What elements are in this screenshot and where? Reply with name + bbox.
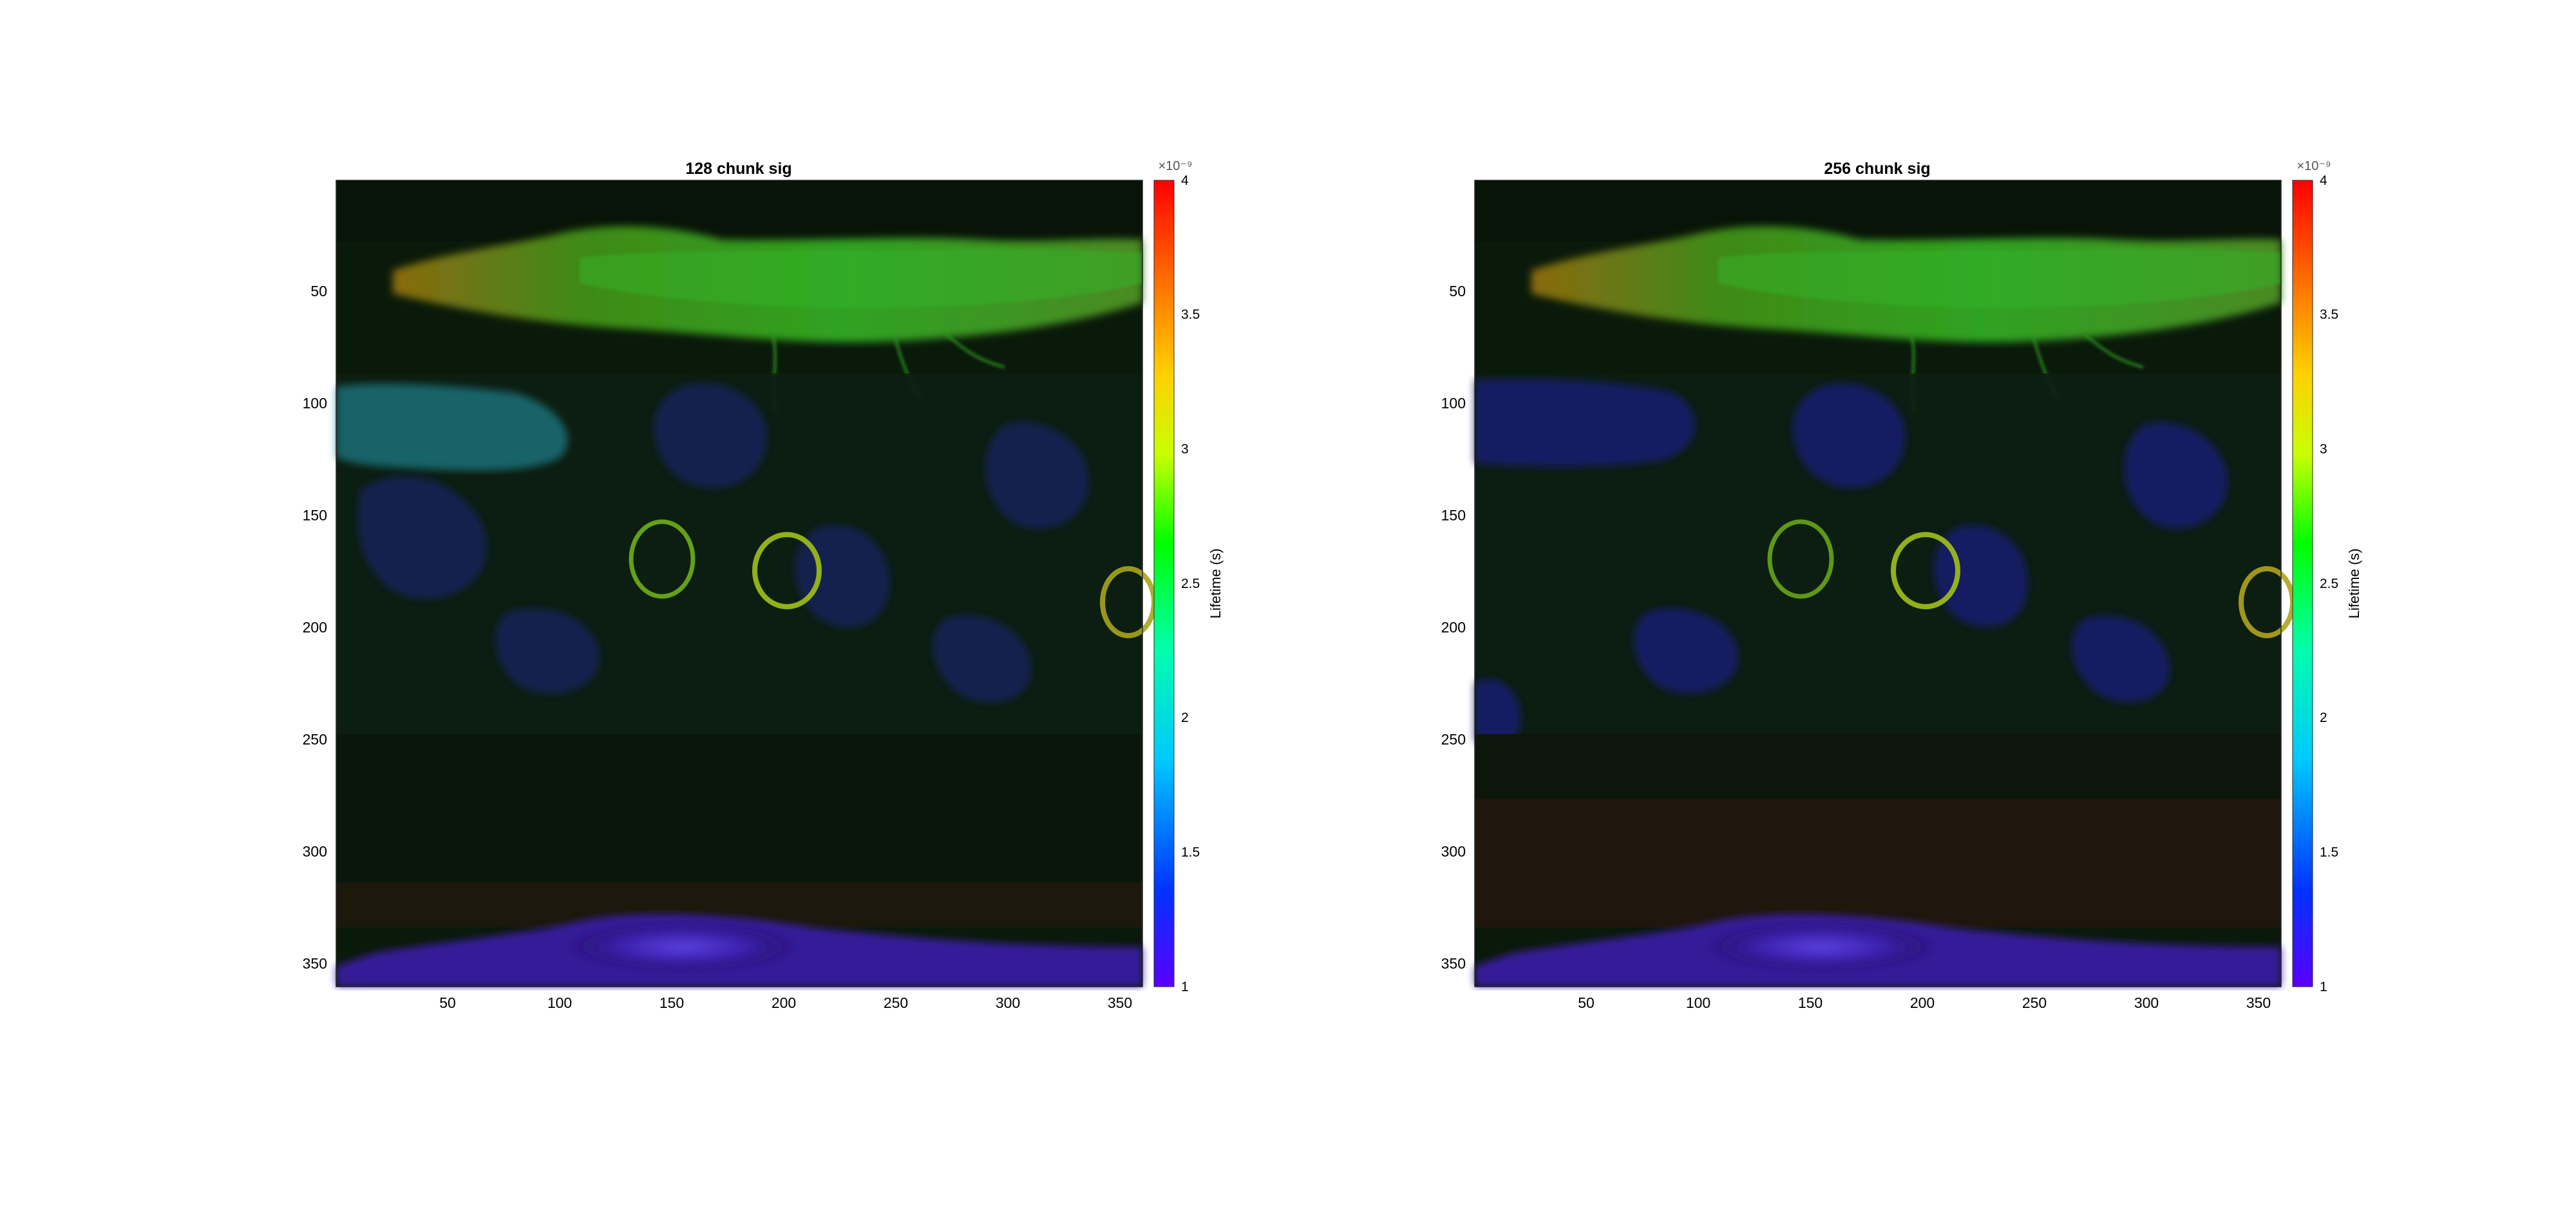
panel-2-purple-core [1705, 922, 1937, 971]
panel-1-title: 128 chunk sig [685, 160, 791, 178]
panel-2-x-tick-50: 50 [1578, 994, 1595, 1011]
panel-1-cell-ring-a [629, 519, 696, 599]
panel-1-x-tick-150: 150 [659, 994, 684, 1011]
panel-2-y-tick-250: 250 [1441, 731, 1466, 748]
panel-1-y-tick-100: 100 [303, 395, 327, 412]
panel-1-muscle-band-core [580, 249, 1142, 308]
panel-1-colorbar-exponent: ×10⁻⁹ [1158, 159, 1192, 173]
panel-2-colorbar-exponent: ×10⁻⁹ [2297, 159, 2331, 173]
panel-2-y-tick-100: 100 [1441, 395, 1466, 412]
panel-2-colorbar-tick-2.5: 2.5 [2320, 576, 2338, 591]
panel-1-colorbar-tick-2: 2 [1181, 710, 1189, 725]
panel-2-y-axis: 50 100 150 200 250 300 350 [1441, 283, 1466, 972]
panel-1-x-tick-350: 350 [1108, 994, 1132, 1011]
panel-2-tissue-blobs [1475, 379, 2228, 746]
panel-1-x-tick-300: 300 [996, 994, 1020, 1011]
panel-2-y-tick-300: 300 [1441, 843, 1466, 860]
panel-2-cell-ring-a [1767, 519, 1834, 599]
panel-2-x-tick-100: 100 [1686, 994, 1710, 1011]
panel-1-image-frame [336, 180, 1143, 987]
panel-1-purple-core [567, 922, 799, 971]
panel-1-colorbar-tick-2.5: 2.5 [1181, 576, 1200, 591]
panel-2-colorbar-tick-1: 1 [2320, 980, 2327, 994]
panel-2-reddish-band [1475, 799, 2281, 927]
panel-2-cell-ring-b [1891, 532, 1960, 609]
panel-1-colorbar-gradient [1153, 180, 1175, 987]
panel-1-x-tick-50: 50 [439, 994, 456, 1011]
panel-1-cell-ring-b [752, 532, 822, 609]
panel-1-colorbar-tick-1.5: 1.5 [1181, 845, 1200, 860]
panel-2-x-tick-200: 200 [1910, 994, 1935, 1011]
panel-2-x-tick-150: 150 [1798, 994, 1823, 1011]
panel-1: 128 chunk sig 50 100 150 200 250 30 [303, 159, 1224, 1011]
panel-2-colorbar-label: Lifetime (s) [2346, 549, 2362, 619]
panel-2-x-tick-250: 250 [2022, 994, 2047, 1011]
panel-1-colorbar-tick-1: 1 [1181, 980, 1189, 994]
panel-1-colorbar-tick-3: 3 [1181, 442, 1189, 457]
panel-1-x-tick-250: 250 [884, 994, 908, 1011]
panel-2-colorbar-gradient [2292, 180, 2313, 987]
panel-1-colorbar-tick-4: 4 [1181, 173, 1189, 188]
panel-1-y-tick-250: 250 [303, 731, 327, 748]
panel-2-upper-dark-band [1475, 180, 2281, 242]
panel-1-colorbar-tick-3.5: 3.5 [1181, 307, 1200, 322]
panel-2-colorbar-tick-3: 3 [2320, 442, 2327, 457]
panel-2-x-tick-350: 350 [2246, 994, 2271, 1011]
panel-2-colorbar-tick-3.5: 3.5 [2320, 307, 2338, 322]
panel-2-colorbar-tick-1.5: 1.5 [2320, 845, 2338, 860]
panel-2-y-tick-200: 200 [1441, 619, 1466, 636]
panel-2-y-tick-350: 350 [1441, 955, 1466, 972]
panel-2-colorbar-tick-4: 4 [2320, 173, 2327, 188]
panel-2-colorbar-tick-2: 2 [2320, 710, 2327, 725]
panel-1-y-tick-200: 200 [303, 619, 327, 636]
panel-1-y-tick-150: 150 [303, 507, 327, 524]
panel-1-upper-dark-band [336, 180, 1142, 242]
panel-2-y-tick-50: 50 [1449, 283, 1466, 299]
panel-1-cyan-region [336, 383, 568, 471]
panel-2: 256 chunk sig 50 100 150 200 250 300 [1441, 159, 2362, 1011]
panel-1-y-tick-350: 350 [303, 955, 327, 972]
panel-1-y-axis: 50 100 150 200 250 300 350 [303, 283, 327, 972]
panel-1-y-tick-300: 300 [303, 843, 327, 860]
panel-1-tissue-blobs [357, 383, 1089, 703]
panel-1-y-tick-50: 50 [310, 283, 327, 299]
panel-2-x-tick-300: 300 [2134, 994, 2159, 1011]
panel-1-image [336, 180, 1157, 987]
panel-2-title: 256 chunk sig [1824, 160, 1930, 178]
panel-2-image-frame [1474, 180, 2282, 987]
panel-2-image [1474, 180, 2295, 987]
panel-1-x-axis: 50 100 150 200 250 300 350 [439, 994, 1132, 1011]
panel-2-muscle-band-core [1718, 249, 2281, 308]
panel-1-x-tick-200: 200 [772, 994, 796, 1011]
panel-1-x-tick-100: 100 [547, 994, 572, 1011]
panel-1-colorbar-label: Lifetime (s) [1208, 549, 1224, 619]
panel-2-y-tick-150: 150 [1441, 507, 1466, 524]
panel-2-x-axis: 50 100 150 200 250 300 350 [1578, 994, 2271, 1011]
panel-2-colorbar: ×10⁻⁹ 1 1.5 2 2.5 3 3.5 4 Lifetime (s) [2292, 159, 2362, 994]
panel-1-colorbar: ×10⁻⁹ 1 1.5 2 2.5 3 3.5 4 Lifetime (s) [1153, 159, 1224, 994]
